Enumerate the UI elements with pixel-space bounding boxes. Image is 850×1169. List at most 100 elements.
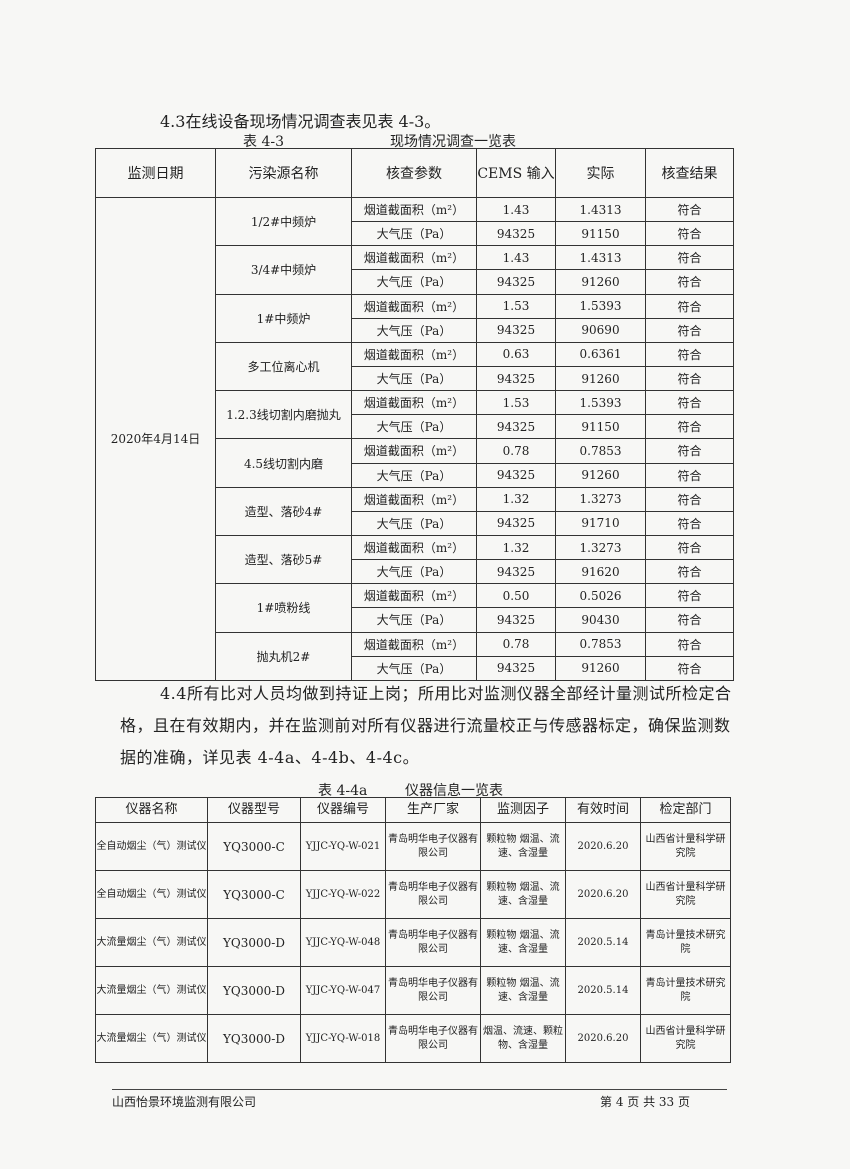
table2-header-row: 仪器名称 仪器型号 仪器编号 生产厂家 监测因子 有效时间 检定部门 xyxy=(95,797,731,823)
pollution-source-cell: 1#喷粉线 xyxy=(215,583,352,633)
table-row: 大气压（Pa） 94325 91150 符合 xyxy=(96,221,734,247)
header-cell: 有效时间 xyxy=(565,797,641,823)
check-result-cell: 符合 xyxy=(645,631,734,657)
calibration-dept-cell: 青岛计量技术研究院 xyxy=(640,966,731,1015)
check-result-cell: 符合 xyxy=(645,196,734,223)
manufacturer-cell: 青岛明华电子仪器有限公司 xyxy=(385,918,481,967)
parameter-cell: 大气压（Pa） xyxy=(351,414,477,440)
actual-value-cell: 1.5393 xyxy=(555,390,646,416)
instrument-name-cell: 大流量烟尘（气）测试仪 xyxy=(95,1014,208,1063)
table-row: 大气压（Pa） 94325 91150 符合 xyxy=(96,414,734,440)
parameter-cell: 烟道截面积（m²） xyxy=(351,390,477,416)
table1-caption-no: 表 4-3 xyxy=(243,134,284,150)
table2-caption-title: 仪器信息一览表 xyxy=(405,783,503,799)
cems-input-cell: 94325 xyxy=(476,317,556,343)
model-cell: YQ3000-C xyxy=(207,870,301,919)
parameter-cell: 烟道截面积（m²） xyxy=(351,631,477,657)
table2-caption-no: 表 4-4a xyxy=(318,783,368,799)
cems-input-cell: 94325 xyxy=(476,269,556,295)
serial-cell: YJJC-YQ-W-047 xyxy=(300,966,386,1015)
manufacturer-cell: 青岛明华电子仪器有限公司 xyxy=(385,822,481,871)
actual-value-cell: 91260 xyxy=(555,655,646,681)
calibration-dept-cell: 山西省计量科学研究院 xyxy=(640,822,731,871)
actual-value-cell: 91710 xyxy=(555,510,646,536)
parameter-cell: 大气压（Pa） xyxy=(351,269,477,295)
check-result-cell: 符合 xyxy=(645,390,734,416)
parameter-cell: 大气压（Pa） xyxy=(351,462,477,488)
serial-cell: YJJC-YQ-W-021 xyxy=(300,822,386,871)
check-result-cell: 符合 xyxy=(645,462,734,488)
table-row: 3/4#中频炉 烟道截面积（m²） 1.43 1.4313 符合 xyxy=(96,245,734,295)
check-result-cell: 符合 xyxy=(645,269,734,295)
factors-cell: 烟温、流速、颗粒物、含湿量 xyxy=(480,1014,566,1063)
actual-value-cell: 1.4313 xyxy=(555,245,646,271)
header-cell: 仪器编号 xyxy=(300,797,386,823)
pollution-source-cell: 1.2.3线切割内磨抛丸 xyxy=(215,390,352,440)
actual-value-cell: 91150 xyxy=(555,414,646,440)
pollution-source-cell: 1#中频炉 xyxy=(215,293,352,343)
parameter-cell: 大气压（Pa） xyxy=(351,221,477,247)
cems-input-cell: 94325 xyxy=(476,655,556,681)
instrument-name-cell: 全自动烟尘（气）测试仪 xyxy=(95,870,208,919)
table-row: 1.2.3线切割内磨抛丸 烟道截面积（m²） 1.53 1.5393 符合 xyxy=(96,390,734,440)
cems-input-cell: 94325 xyxy=(476,559,556,585)
cems-input-cell: 94325 xyxy=(476,365,556,392)
check-result-cell: 符合 xyxy=(645,655,734,681)
calibration-dept-cell: 山西省计量科学研究院 xyxy=(640,870,731,919)
check-result-cell: 符合 xyxy=(645,559,734,585)
parameter-cell: 烟道截面积（m²） xyxy=(351,486,477,512)
model-cell: YQ3000-D xyxy=(207,918,301,967)
actual-value-cell: 0.6361 xyxy=(555,341,646,367)
check-result-cell: 符合 xyxy=(645,221,734,247)
check-result-cell: 符合 xyxy=(645,438,734,464)
table-row: 大流量烟尘（气）测试仪 YQ3000-D YJJC-YQ-W-047 青岛明华电子仪器… xyxy=(95,966,731,1015)
header-cell: 生产厂家 xyxy=(385,797,481,823)
valid-until-cell: 2020.6.20 xyxy=(565,870,641,919)
table1-caption-title: 现场情况调查一览表 xyxy=(390,134,516,150)
serial-cell: YJJC-YQ-W-022 xyxy=(300,870,386,919)
parameter-cell: 烟道截面积（m²） xyxy=(351,534,477,561)
table-row: 大流量烟尘（气）测试仪 YQ3000-D YJJC-YQ-W-018 青岛明华电子仪器… xyxy=(95,1014,731,1063)
model-cell: YQ3000-D xyxy=(207,966,301,1015)
instrument-name-cell: 大流量烟尘（气）测试仪 xyxy=(95,966,208,1015)
pollution-source-cell: 抛丸机2# xyxy=(215,631,352,681)
actual-value-cell: 1.5393 xyxy=(555,293,646,319)
cems-input-cell: 0.78 xyxy=(476,438,556,464)
parameter-cell: 烟道截面积（m²） xyxy=(351,341,477,367)
parameter-cell: 烟道截面积（m²） xyxy=(351,583,477,609)
parameter-cell: 烟道截面积（m²） xyxy=(351,438,477,464)
cems-input-cell: 1.32 xyxy=(476,534,556,561)
table-row: 大气压（Pa） 94325 91260 符合 xyxy=(96,655,734,681)
cems-input-cell: 0.50 xyxy=(476,583,556,609)
header-cell: 实际 xyxy=(555,148,646,198)
table-row: 大气压（Pa） 94325 91710 符合 xyxy=(96,510,734,536)
actual-value-cell: 0.5026 xyxy=(555,583,646,609)
header-cell: CEMS 输入 xyxy=(476,148,556,198)
table-row: 大气压（Pa） 94325 90430 符合 xyxy=(96,607,734,633)
model-cell: YQ3000-D xyxy=(207,1014,301,1063)
factors-cell: 颗粒物 烟温、流速、含湿量 xyxy=(480,966,566,1015)
parameter-cell: 大气压（Pa） xyxy=(351,655,477,681)
actual-value-cell: 91260 xyxy=(555,462,646,488)
cems-input-cell: 0.78 xyxy=(476,631,556,657)
table-row: 大气压（Pa） 94325 90690 符合 xyxy=(96,317,734,343)
calibration-dept-cell: 山西省计量科学研究院 xyxy=(640,1014,731,1063)
pollution-source-cell: 造型、落砂4# xyxy=(215,486,352,536)
cems-input-cell: 1.43 xyxy=(476,245,556,271)
calibration-dept-cell: 青岛计量技术研究院 xyxy=(640,918,731,967)
monitoring-date-cell: 2020年4月14日 xyxy=(95,197,216,681)
parameter-cell: 大气压（Pa） xyxy=(351,365,477,392)
check-result-cell: 符合 xyxy=(645,510,734,536)
parameter-cell: 大气压（Pa） xyxy=(351,510,477,536)
instrument-name-cell: 全自动烟尘（气）测试仪 xyxy=(95,822,208,871)
pollution-source-cell: 3/4#中频炉 xyxy=(215,245,352,295)
table-row: 全自动烟尘（气）测试仪 YQ3000-C YJJC-YQ-W-022 青岛明华电子仪器… xyxy=(95,870,731,919)
table-row: 大气压（Pa） 94325 91620 符合 xyxy=(96,559,734,585)
cems-input-cell: 1.53 xyxy=(476,293,556,319)
actual-value-cell: 91150 xyxy=(555,221,646,247)
parameter-cell: 大气压（Pa） xyxy=(351,559,477,585)
table-row: 大流量烟尘（气）测试仪 YQ3000-D YJJC-YQ-W-048 青岛明华电子仪器… xyxy=(95,918,731,967)
table-row: 2020年4月14日 1/2#中频炉 烟道截面积（m²） 1.43 1.4313 符合 xyxy=(95,196,734,681)
pollution-source-cell: 造型、落砂5# xyxy=(215,534,352,585)
cems-input-cell: 1.43 xyxy=(476,196,556,223)
